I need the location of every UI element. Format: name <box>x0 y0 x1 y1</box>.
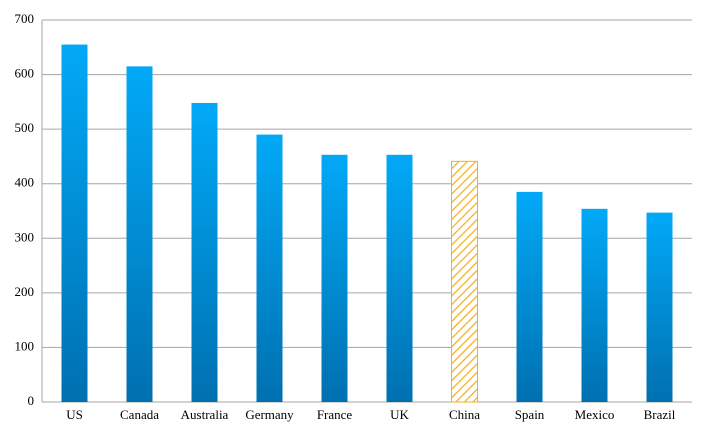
x-tick-label: Brazil <box>644 407 676 422</box>
y-tick-label: 300 <box>15 229 35 244</box>
y-tick-label: 200 <box>15 284 35 299</box>
x-tick-label: Spain <box>515 407 545 422</box>
x-tick-label: France <box>317 407 353 422</box>
y-tick-label: 600 <box>15 66 35 81</box>
y-tick-label: 500 <box>15 120 35 135</box>
x-tick-label: Germany <box>245 407 294 422</box>
x-tick-label: UK <box>390 407 409 422</box>
bar <box>451 160 478 403</box>
bar <box>646 212 673 402</box>
x-tick-label: Mexico <box>575 407 615 422</box>
x-tick-label: Canada <box>120 407 159 422</box>
x-tick-label: Australia <box>181 407 229 422</box>
y-tick-label: 700 <box>15 11 35 26</box>
bar <box>61 44 88 403</box>
x-tick-label: China <box>449 407 480 422</box>
y-tick-label: 400 <box>15 175 35 190</box>
bar <box>256 134 283 402</box>
bar <box>581 208 608 402</box>
bar <box>516 191 543 402</box>
y-tick-label: 100 <box>15 338 35 353</box>
bar <box>321 154 348 402</box>
bar <box>386 154 413 402</box>
x-tick-label: US <box>66 407 83 422</box>
y-tick-label: 0 <box>28 393 35 408</box>
bar <box>191 102 218 402</box>
bar <box>126 66 153 402</box>
